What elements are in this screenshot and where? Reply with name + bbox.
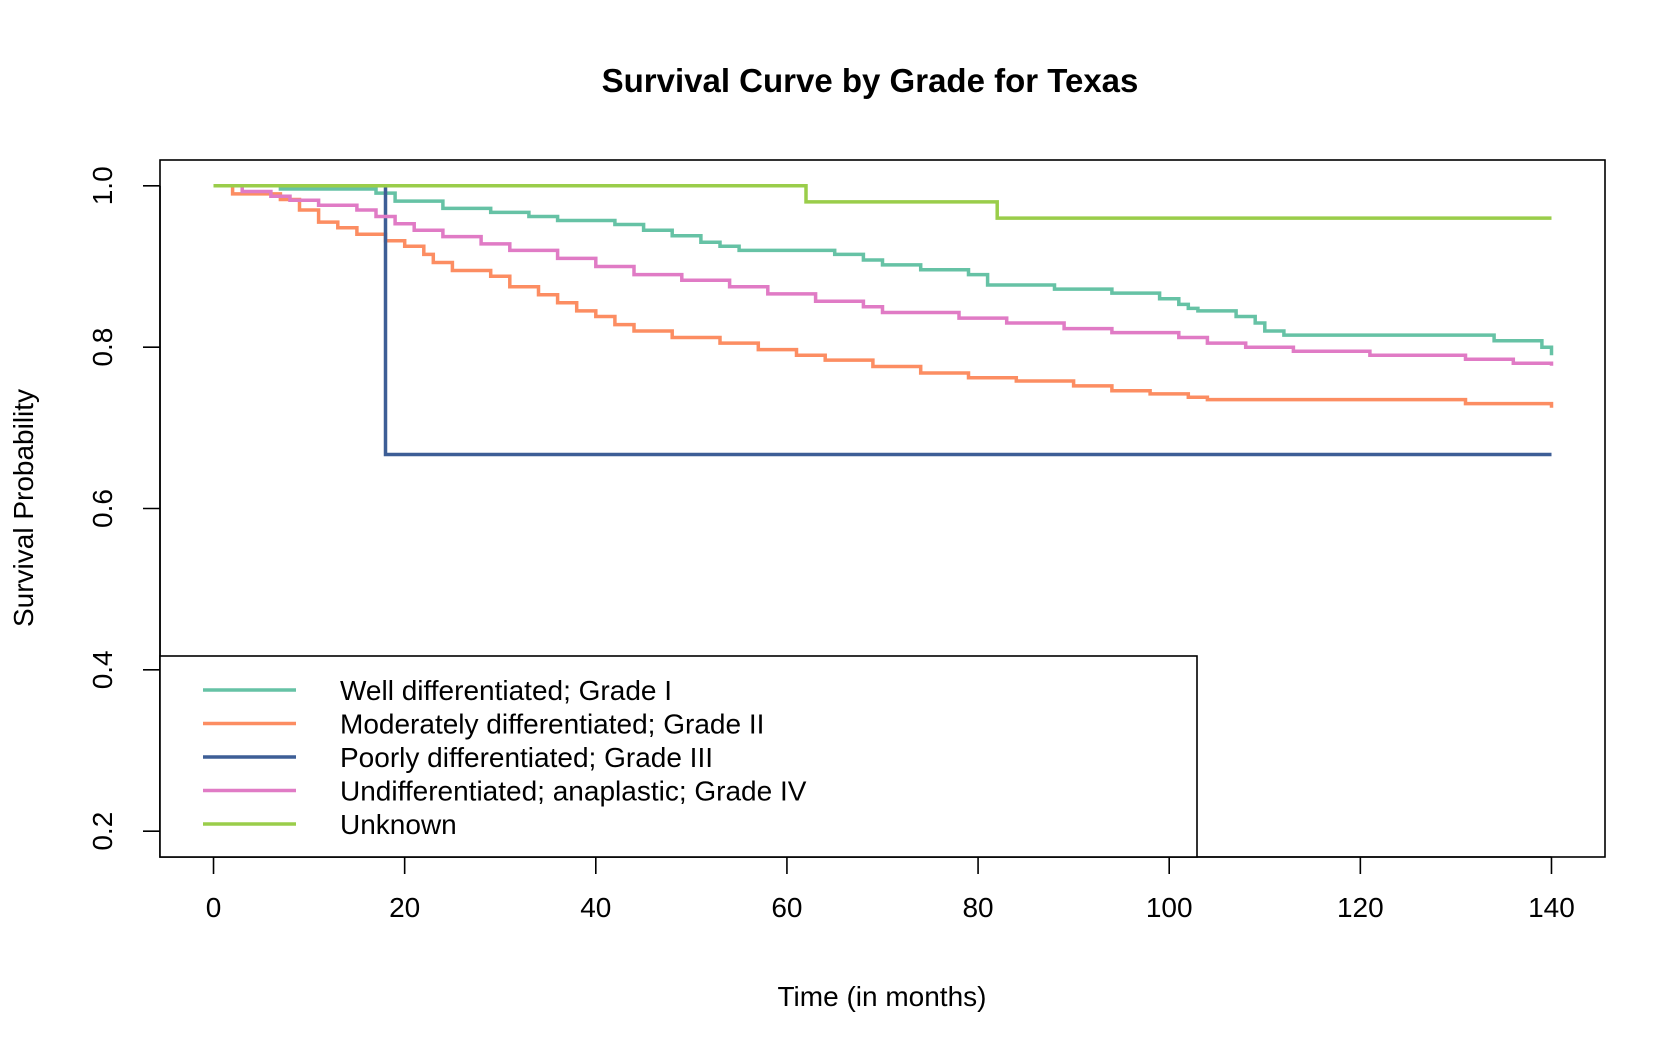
y-tick-label: 0.8 <box>87 328 118 367</box>
legend-label-4: Undifferentiated; anaplastic; Grade IV <box>340 776 807 807</box>
legend-label-5: Unknown <box>340 809 457 840</box>
y-tick-label: 1.0 <box>87 166 118 205</box>
x-tick-label: 100 <box>1146 892 1193 923</box>
y-tick-label: 0.4 <box>87 650 118 689</box>
series-line-4 <box>213 184 1554 366</box>
x-tick-label: 120 <box>1337 892 1384 923</box>
x-tick-label: 80 <box>962 892 993 923</box>
y-tick-label: 0.2 <box>87 812 118 851</box>
x-axis-label: Time (in months) <box>777 981 986 1012</box>
series-line-5 <box>213 184 1552 220</box>
x-tick-label: 140 <box>1528 892 1575 923</box>
x-tick-label: 60 <box>771 892 802 923</box>
legend-label-2: Moderately differentiated; Grade II <box>340 709 764 740</box>
legend-box <box>159 655 1198 858</box>
series-line-1 <box>213 184 1554 356</box>
y-tick-label: 0.6 <box>87 489 118 528</box>
series-line-2 <box>213 184 1554 408</box>
x-tick-label: 20 <box>389 892 420 923</box>
y-axis: 0.2 0.4 0.6 0.8 1.0 <box>87 166 161 851</box>
x-tick-label: 40 <box>580 892 611 923</box>
x-axis: 0 20 40 60 80 100 120 140 <box>206 856 1575 923</box>
curves-group <box>213 184 1554 457</box>
y-axis-label: Survival Probability <box>8 389 39 627</box>
legend-label-1: Well differentiated; Grade I <box>340 675 672 706</box>
x-tick-label: 0 <box>206 892 222 923</box>
legend-label-3: Poorly differentiated; Grade III <box>340 742 713 773</box>
chart-title: Survival Curve by Grade for Texas <box>602 62 1139 99</box>
